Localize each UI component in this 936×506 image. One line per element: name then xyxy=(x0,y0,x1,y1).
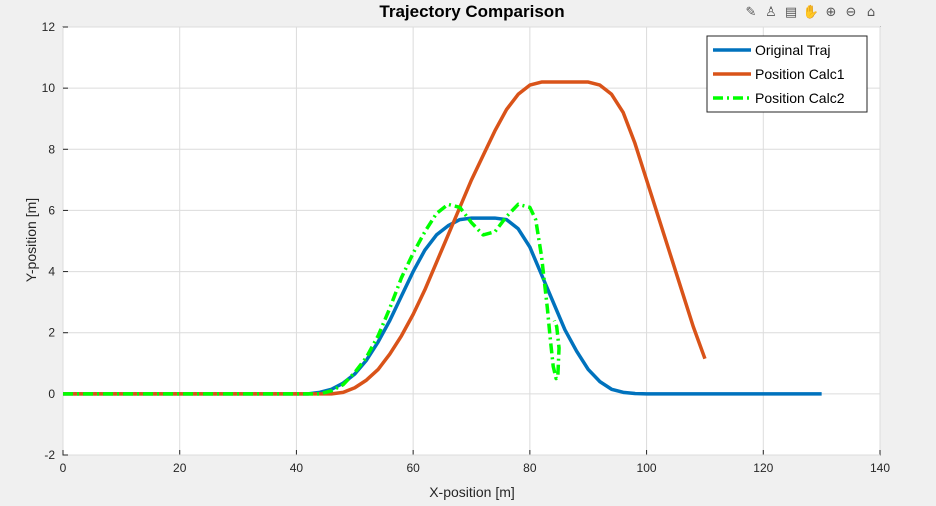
tick-labels: 0 20 40 60 80 100 120 140 -2 0 2 4 6 8 10 12 xyxy=(42,20,891,475)
legend-label: Original Traj xyxy=(755,42,830,58)
legend-label: Position Calc1 xyxy=(755,66,845,82)
x-axis-label: X-position [m] xyxy=(429,484,515,500)
y-tick-label: 12 xyxy=(42,20,56,34)
pan-icon[interactable]: ✋ xyxy=(802,5,820,20)
x-tick-label: 140 xyxy=(870,461,890,475)
series-lines xyxy=(63,80,822,396)
legend-label: Position Calc2 xyxy=(755,90,845,106)
x-tick-label: 100 xyxy=(637,461,657,475)
x-tick-label: 20 xyxy=(173,461,187,475)
series-line-2 xyxy=(63,80,707,396)
brush-icon[interactable]: ✎ xyxy=(745,5,757,20)
zoom-in-icon[interactable]: ⊕ xyxy=(825,5,837,20)
x-tick-label: 0 xyxy=(60,461,67,475)
y-tick-label: 6 xyxy=(48,203,55,217)
y-tick-label: 4 xyxy=(48,265,55,279)
export-icon[interactable]: ▤ xyxy=(784,5,798,20)
x-tick-label: 80 xyxy=(523,461,537,475)
y-axis-label: Y-position [m] xyxy=(23,198,39,282)
x-tick-label: 40 xyxy=(290,461,304,475)
x-tick-label: 120 xyxy=(753,461,773,475)
grid-lines xyxy=(62,26,881,456)
chart-title: Trajectory Comparison xyxy=(379,2,564,21)
figure-toolbar: ✎ ♙ ▤ ✋ ⊕ ⊖ ⌂ xyxy=(742,4,880,22)
home-icon[interactable]: ⌂ xyxy=(866,5,876,20)
y-tick-label: 10 xyxy=(42,81,56,95)
legend: Original Traj Position Calc1 Position Calc… xyxy=(706,35,868,113)
y-tick-label: 2 xyxy=(48,326,55,340)
y-tick-label: -2 xyxy=(44,448,55,462)
y-tick-label: 0 xyxy=(48,387,55,401)
series-line-3 xyxy=(63,202,561,396)
zoom-out-icon[interactable]: ⊖ xyxy=(845,5,857,20)
data-tips-icon[interactable]: ♙ xyxy=(765,5,777,20)
y-tick-label: 8 xyxy=(48,142,55,156)
x-tick-label: 60 xyxy=(406,461,420,475)
